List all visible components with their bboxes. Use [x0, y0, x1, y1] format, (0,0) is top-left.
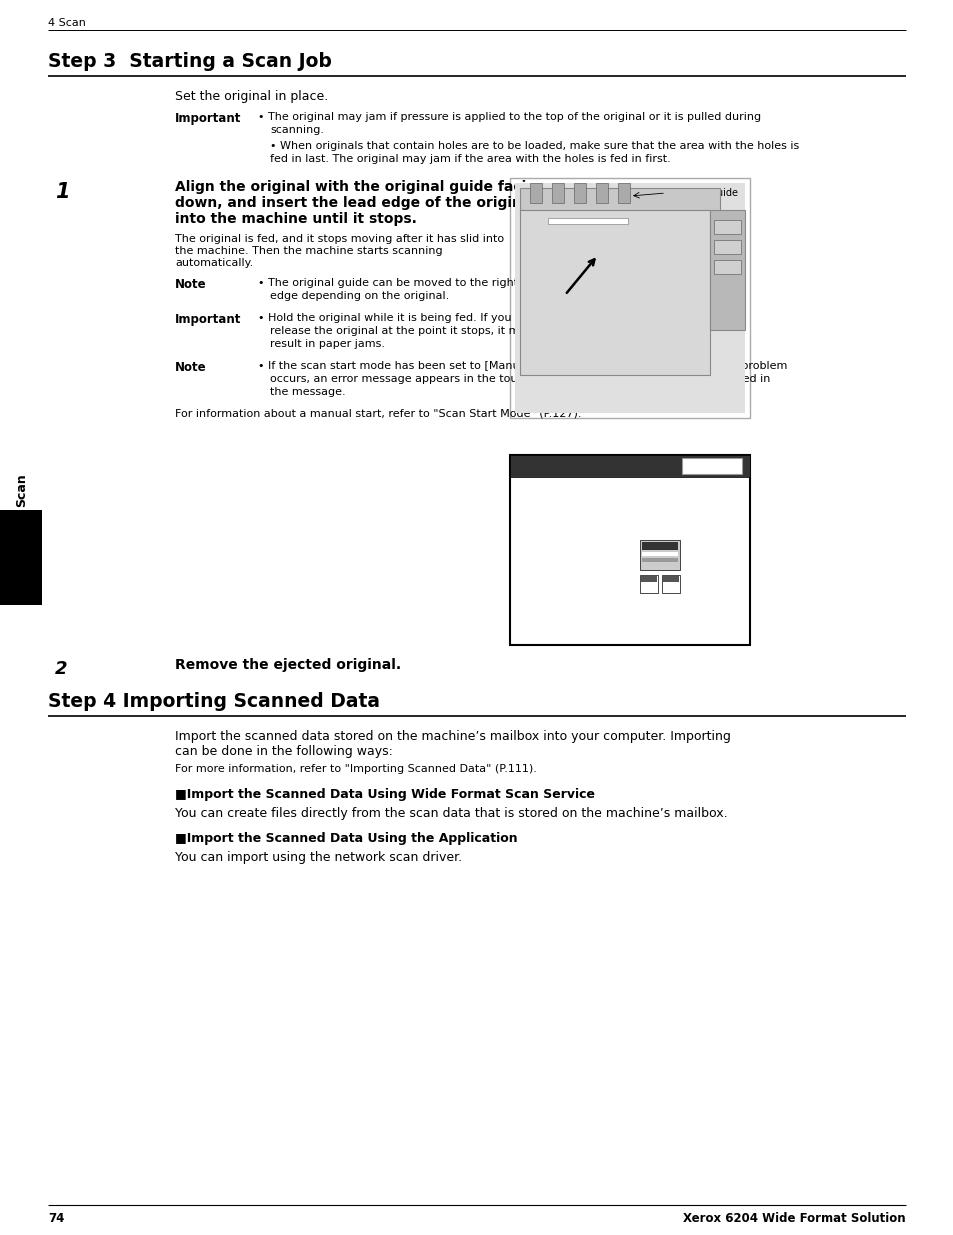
- Text: Single Page TIFF: Single Page TIFF: [516, 561, 601, 571]
- Text: Scan: Scan: [516, 459, 539, 469]
- Text: Important: Important: [174, 112, 241, 125]
- Text: Step 4 Importing Scanned Data: Step 4 Importing Scanned Data: [48, 692, 379, 711]
- Text: scanning.: scanning.: [270, 125, 324, 135]
- Text: • Hold the original while it is being fed. If you: • Hold the original while it is being fe…: [257, 312, 511, 324]
- Text: edge depending on the original.: edge depending on the original.: [270, 291, 449, 301]
- Bar: [552, 183, 563, 203]
- Bar: [713, 240, 740, 254]
- Bar: [510, 454, 749, 477]
- Bar: [713, 220, 740, 233]
- Text: Note: Note: [174, 361, 207, 374]
- Text: fed in last. The original may jam if the area with the holes is fed in first.: fed in last. The original may jam if the…: [270, 154, 670, 164]
- Text: 100.0%: 100.0%: [516, 585, 548, 594]
- Bar: [618, 183, 629, 203]
- Bar: [709, 210, 744, 330]
- Bar: [519, 210, 709, 375]
- Text: • If the scan start mode has been set to [Manual Start], press the <Start> butto: • If the scan start mode has been set to…: [257, 361, 786, 370]
- Text: Close: Close: [685, 459, 712, 469]
- Text: result in paper jams.: result in paper jams.: [270, 338, 385, 350]
- Text: Pages         : 00: Pages : 00: [516, 521, 612, 530]
- Text: Align the original with the original guide facing: Align the original with the original gui…: [174, 180, 545, 194]
- Text: Save In     : Mailbox 01 - XXXXXXXXX: Save In : Mailbox 01 - XXXXXXXXX: [516, 485, 709, 494]
- Text: Set the original in place.: Set the original in place.: [174, 90, 328, 103]
- Text: ■Import the Scanned Data Using the Application: ■Import the Scanned Data Using the Appli…: [174, 832, 517, 845]
- Bar: [510, 178, 749, 417]
- Text: 400 dpi: 400 dpi: [516, 573, 553, 582]
- Bar: [641, 552, 678, 556]
- Text: the message.: the message.: [270, 387, 345, 396]
- Bar: [639, 576, 658, 593]
- Text: Scan: Scan: [15, 473, 29, 506]
- Text: the machine. Then the machine starts scanning: the machine. Then the machine starts sca…: [174, 246, 442, 256]
- Text: You can import using the network scan driver.: You can import using the network scan dr…: [174, 851, 461, 864]
- Text: The original is fed, and it stops moving after it has slid into: The original is fed, and it stops moving…: [174, 233, 503, 245]
- Bar: [574, 183, 585, 203]
- Bar: [640, 576, 657, 582]
- Text: Document #   : 0000: Document # : 0000: [516, 509, 618, 517]
- Text: Note: Note: [174, 278, 207, 291]
- Text: 74: 74: [48, 1212, 64, 1225]
- Text: down, and insert the lead edge of the original: down, and insert the lead edge of the or…: [174, 196, 536, 210]
- Bar: [0, 510, 42, 605]
- Text: 2: 2: [55, 659, 68, 678]
- Text: For more information, refer to "Importing Scanned Data" (P.111).: For more information, refer to "Importin…: [174, 764, 537, 774]
- Bar: [510, 454, 749, 645]
- Text: 1: 1: [55, 182, 70, 203]
- Text: For information about a manual start, refer to "Scan Start Mode" (P.127).: For information about a manual start, re…: [174, 408, 581, 417]
- Bar: [641, 542, 678, 550]
- Text: • The original may jam if pressure is applied to the top of the original or it i: • The original may jam if pressure is ap…: [257, 112, 760, 122]
- Text: Import the scanned data stored on the machine’s mailbox into your computer. Impo: Import the scanned data stored on the ma…: [174, 730, 730, 743]
- Text: Document Name: XXXXXXXXX: Document Name: XXXXXXXXX: [516, 496, 644, 506]
- Text: Step 3  Starting a Scan Job: Step 3 Starting a Scan Job: [48, 52, 332, 70]
- Text: ■Import the Scanned Data Using Wide Format Scan Service: ■Import the Scanned Data Using Wide Form…: [174, 788, 595, 802]
- Bar: [530, 183, 541, 203]
- Text: release the original at the point it stops, it may: release the original at the point it sto…: [270, 326, 533, 336]
- Text: Remove the ejected original.: Remove the ejected original.: [174, 658, 400, 672]
- Text: 4: 4: [10, 543, 31, 573]
- Bar: [681, 458, 741, 474]
- Bar: [547, 219, 627, 224]
- Bar: [662, 576, 679, 582]
- Text: occurs, an error message appears in the touch screen. Solve the problem as instr: occurs, an error message appears in the …: [270, 374, 770, 384]
- Bar: [519, 188, 720, 212]
- Bar: [639, 540, 679, 571]
- Text: All: All: [516, 537, 532, 546]
- Text: • The original guide can be moved to the right: • The original guide can be moved to the…: [257, 278, 517, 288]
- Bar: [641, 558, 678, 562]
- Text: Binary: Binary: [516, 550, 548, 558]
- Text: Xerox 6204 Wide Format Solution: Xerox 6204 Wide Format Solution: [682, 1212, 905, 1225]
- Text: Important: Important: [174, 312, 241, 326]
- Text: into the machine until it stops.: into the machine until it stops.: [174, 212, 416, 226]
- Bar: [596, 183, 607, 203]
- Text: • When originals that contain holes are to be loaded, make sure that the area wi: • When originals that contain holes are …: [270, 141, 799, 151]
- Text: You can create files directly from the scan data that is stored on the machine’s: You can create files directly from the s…: [174, 806, 727, 820]
- Text: automatically.: automatically.: [174, 258, 253, 268]
- Text: 4 Scan: 4 Scan: [48, 19, 86, 28]
- Bar: [515, 183, 744, 412]
- Text: can be done in the following ways:: can be done in the following ways:: [174, 745, 393, 758]
- Bar: [661, 576, 679, 593]
- Text: Original Guide: Original Guide: [667, 188, 738, 198]
- Bar: [713, 261, 740, 274]
